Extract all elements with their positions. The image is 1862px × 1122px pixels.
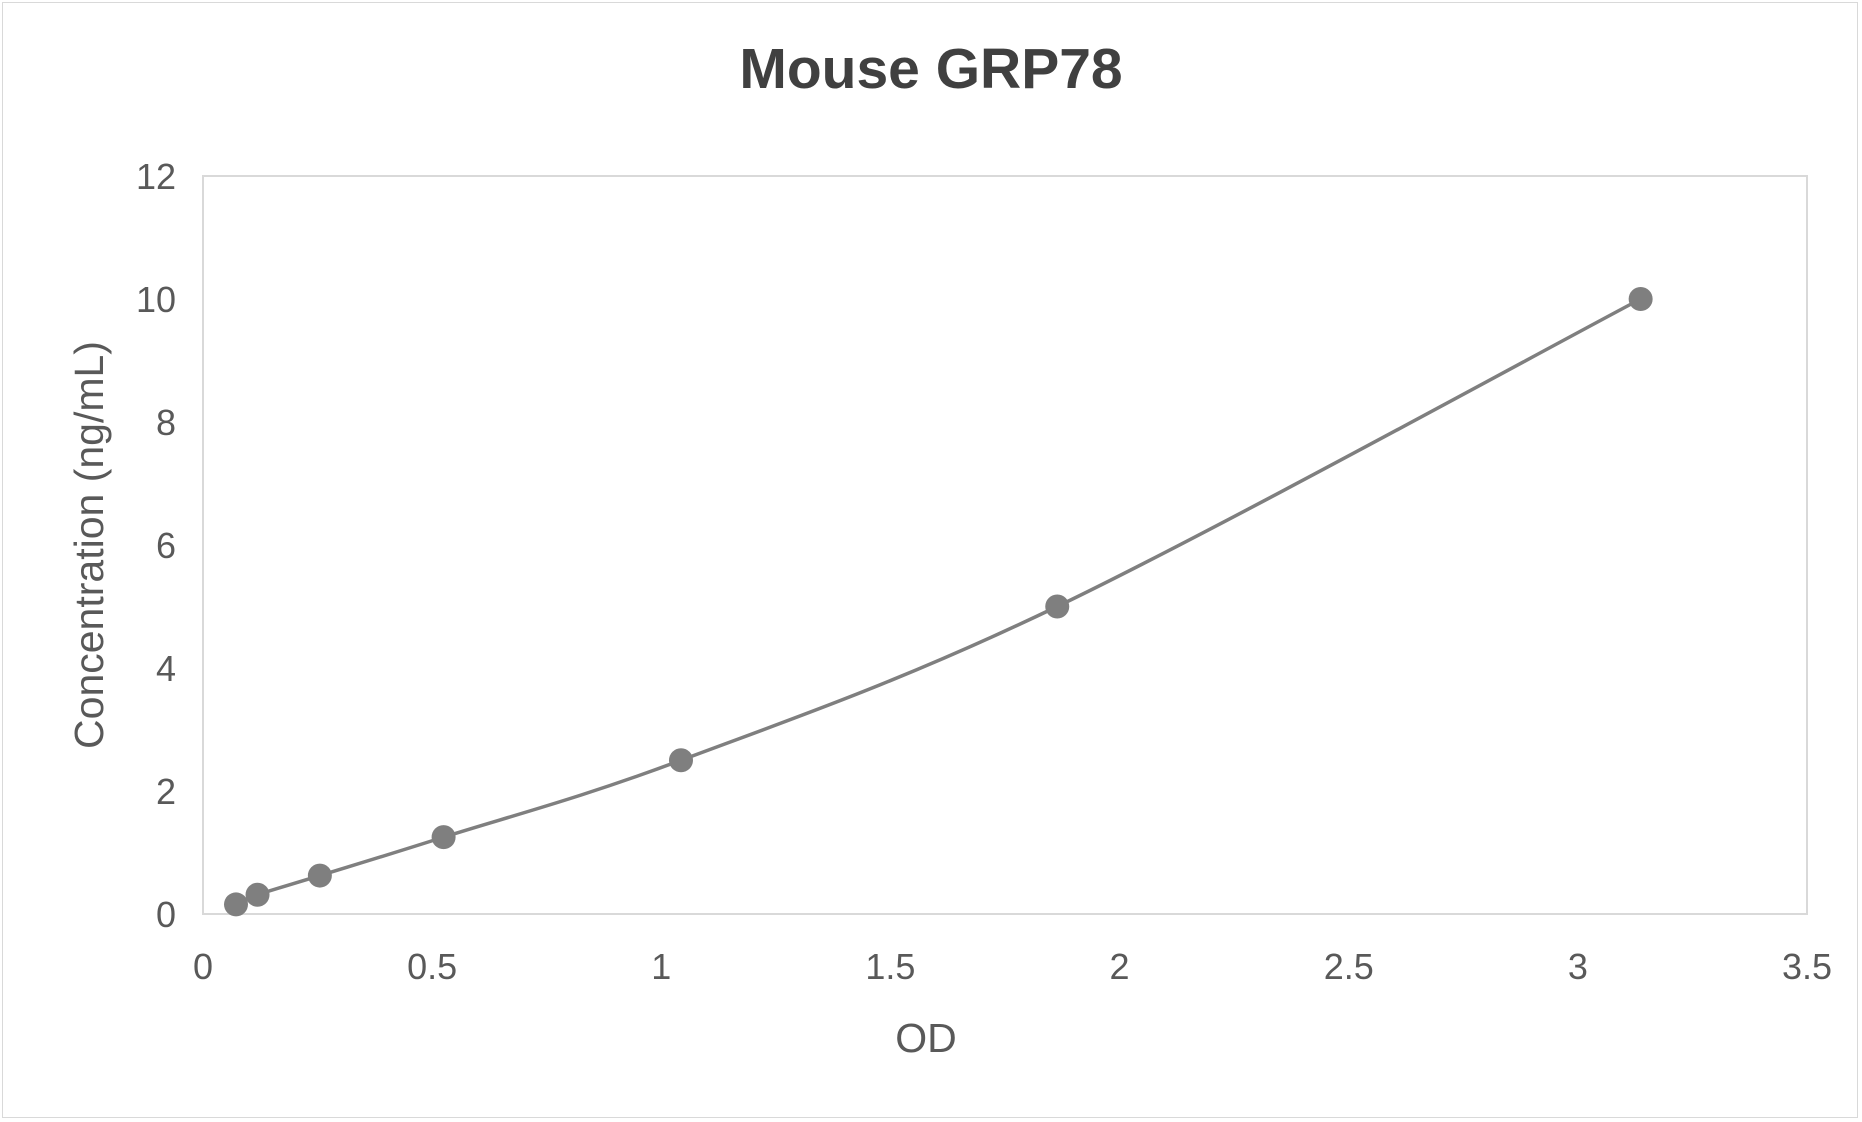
plot-area-border	[202, 175, 1808, 915]
data-point-marker	[223, 892, 248, 917]
data-point-marker	[307, 863, 332, 888]
y-axis-title: Concentration (ng/mL)	[66, 341, 112, 749]
y-axis-tick-labels: 0 2 4 6 8 10 12	[136, 156, 176, 935]
y-tick-label: 6	[156, 525, 176, 566]
y-tick-label: 0	[156, 894, 176, 935]
x-axis-tick-labels: 0 0.5 1 1.5 2 2.5 3 3.5	[193, 946, 1832, 987]
x-axis-title: OD	[895, 1015, 957, 1061]
x-tick-label: 1.5	[865, 946, 915, 987]
y-tick-label: 12	[136, 156, 176, 197]
data-point-marker	[1045, 594, 1070, 619]
y-tick-label: 4	[156, 648, 176, 689]
x-tick-label: 3.5	[1782, 946, 1832, 987]
x-tick-label: 1	[651, 946, 671, 987]
plot-area	[202, 175, 1808, 915]
data-point-marker	[245, 882, 270, 907]
y-tick-label: 2	[156, 771, 176, 812]
data-point-marker	[668, 748, 693, 773]
x-tick-label: 2	[1110, 946, 1130, 987]
x-tick-label: 3	[1568, 946, 1588, 987]
x-tick-label: 0.5	[407, 946, 457, 987]
series-layer	[223, 287, 1653, 917]
x-tick-label: 0	[193, 946, 213, 987]
x-tick-label: 2.5	[1324, 946, 1374, 987]
y-tick-label: 10	[136, 279, 176, 320]
data-point-marker	[1628, 287, 1653, 311]
chart-title: Mouse GRP78	[739, 37, 1123, 101]
y-tick-label: 8	[156, 402, 176, 443]
data-point-marker	[431, 825, 456, 850]
